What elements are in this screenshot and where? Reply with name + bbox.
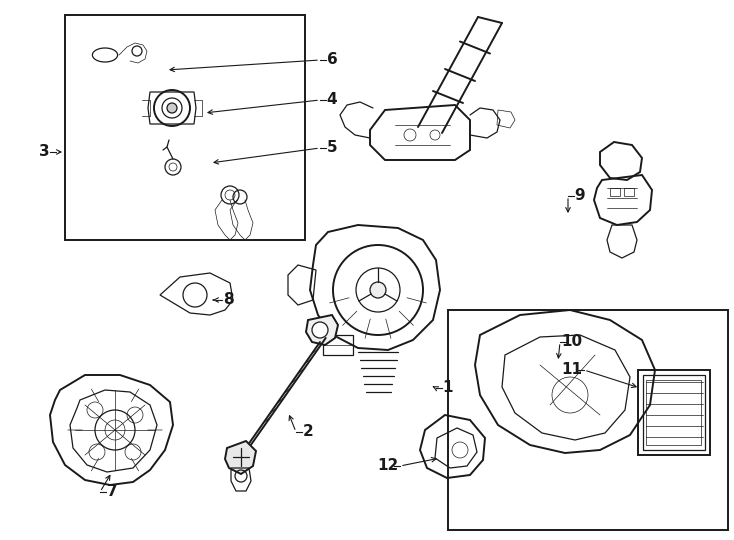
Text: 3: 3 <box>39 145 49 159</box>
Text: 4: 4 <box>327 92 338 107</box>
Bar <box>624 188 634 196</box>
Bar <box>323 335 353 355</box>
Text: 5: 5 <box>327 140 338 156</box>
Bar <box>643 375 705 450</box>
Text: 6: 6 <box>327 52 338 68</box>
Bar <box>610 188 620 196</box>
Bar <box>65 15 305 240</box>
Polygon shape <box>306 315 338 345</box>
Text: 11: 11 <box>562 362 583 377</box>
Circle shape <box>312 322 328 338</box>
Text: 7: 7 <box>106 484 117 500</box>
Text: 10: 10 <box>562 334 583 349</box>
Bar <box>448 310 728 530</box>
Bar <box>646 380 701 445</box>
Text: 12: 12 <box>377 458 399 474</box>
Text: 8: 8 <box>222 293 233 307</box>
Text: 9: 9 <box>575 188 585 204</box>
Text: 1: 1 <box>443 381 454 395</box>
Bar <box>638 370 710 455</box>
Text: 2: 2 <box>302 424 313 440</box>
Polygon shape <box>225 441 256 474</box>
Circle shape <box>167 103 177 113</box>
Circle shape <box>370 282 386 298</box>
